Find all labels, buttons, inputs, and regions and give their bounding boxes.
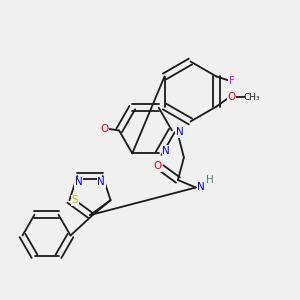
Text: N: N xyxy=(197,182,205,193)
Text: H: H xyxy=(206,175,214,185)
Text: N: N xyxy=(176,127,183,137)
Text: O: O xyxy=(227,92,236,103)
Text: S: S xyxy=(71,195,78,205)
Text: N: N xyxy=(162,146,170,156)
Text: N: N xyxy=(97,177,105,187)
Text: N: N xyxy=(75,177,83,187)
Text: O: O xyxy=(154,161,162,172)
Text: O: O xyxy=(100,124,108,134)
Text: CH₃: CH₃ xyxy=(243,93,260,102)
Text: F: F xyxy=(229,76,234,86)
